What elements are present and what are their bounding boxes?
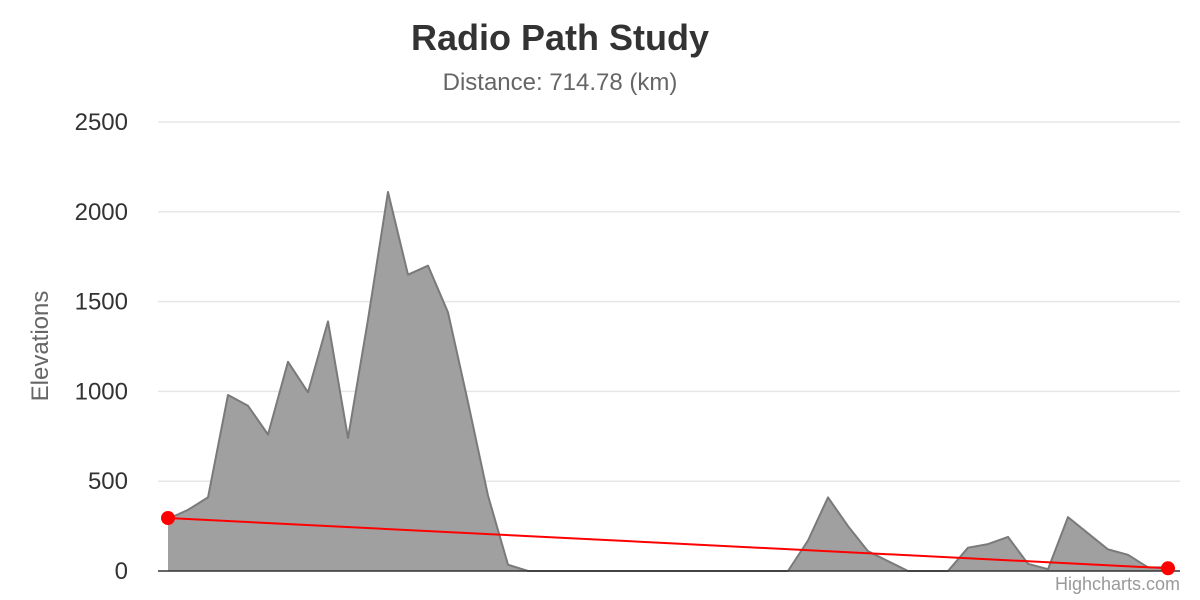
y-axis-ticks: 0 500 1000 1500 2000 2500	[75, 109, 128, 585]
chart-subtitle: Distance: 714.78 (km)	[443, 69, 678, 96]
radio-path-line	[167, 517, 1169, 570]
y-axis-label: Elevations	[27, 291, 54, 402]
terrain-area	[168, 192, 1168, 571]
y-tick-label-500: 500	[88, 468, 128, 495]
path-end-point[interactable]	[1161, 561, 1175, 576]
y-tick-label-1500: 1500	[75, 289, 128, 316]
credits-label[interactable]: Highcharts.com	[1055, 574, 1180, 594]
endpoint-markers	[161, 511, 1175, 576]
y-tick-label-0: 0	[115, 558, 128, 585]
series-layer	[167, 191, 1169, 572]
path-start-point[interactable]	[161, 511, 175, 526]
y-tick-label-1000: 1000	[75, 378, 128, 405]
y-tick-label-2500: 2500	[75, 109, 128, 136]
chart-title: Radio Path Study	[411, 17, 709, 58]
y-tick-label-2000: 2000	[75, 199, 128, 226]
